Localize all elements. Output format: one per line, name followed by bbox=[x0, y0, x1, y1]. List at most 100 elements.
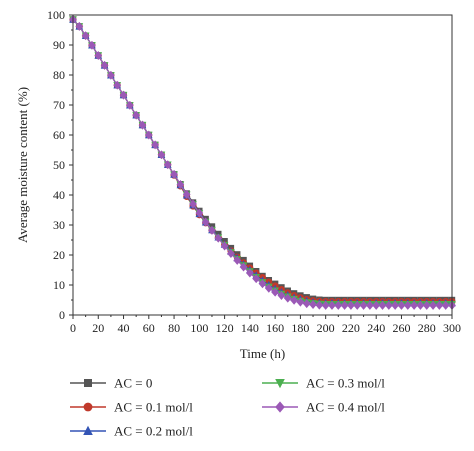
y-tick-label: 20 bbox=[53, 248, 65, 262]
data-point bbox=[296, 297, 305, 307]
data-point bbox=[264, 283, 273, 293]
series-layer bbox=[69, 15, 456, 310]
data-point bbox=[163, 160, 172, 170]
legend-label: AC = 0.1 mol/l bbox=[114, 400, 193, 415]
data-point bbox=[100, 60, 109, 70]
data-point bbox=[88, 40, 96, 50]
series-line bbox=[72, 19, 452, 301]
data-point bbox=[416, 300, 425, 310]
series-2 bbox=[69, 15, 456, 307]
data-point bbox=[397, 300, 406, 310]
x-tick-label: 60 bbox=[143, 321, 155, 335]
data-point bbox=[233, 255, 242, 265]
legend-marker bbox=[83, 402, 93, 412]
x-tick-label: 180 bbox=[291, 321, 309, 335]
x-tick-label: 40 bbox=[118, 321, 130, 335]
data-point bbox=[353, 300, 362, 310]
legend-item: AC = 0.4 mol/l bbox=[262, 400, 385, 415]
legend-marker bbox=[83, 425, 93, 435]
data-point bbox=[347, 300, 355, 310]
data-point bbox=[157, 150, 166, 160]
data-point bbox=[321, 300, 330, 310]
data-point bbox=[309, 300, 317, 309]
series-4 bbox=[69, 15, 456, 310]
data-point bbox=[302, 299, 311, 309]
data-point bbox=[277, 291, 286, 300]
y-tick-label: 40 bbox=[53, 188, 65, 202]
data-point bbox=[132, 110, 141, 120]
series-0 bbox=[69, 16, 456, 304]
series-line bbox=[72, 19, 452, 304]
data-point bbox=[422, 300, 431, 310]
data-point bbox=[201, 217, 210, 227]
legend-label: AC = 0.3 mol/l bbox=[306, 376, 385, 391]
x-tick-label: 160 bbox=[266, 321, 284, 335]
legend-item: AC = 0.2 mol/l bbox=[70, 424, 193, 439]
data-point bbox=[378, 300, 387, 310]
data-point bbox=[220, 241, 229, 251]
data-point bbox=[384, 300, 393, 310]
data-point bbox=[441, 300, 450, 310]
data-point bbox=[258, 279, 267, 289]
data-point bbox=[119, 90, 128, 100]
y-tick-label: 10 bbox=[53, 278, 65, 292]
x-tick-label: 100 bbox=[190, 321, 208, 335]
data-point bbox=[113, 80, 122, 90]
data-point bbox=[290, 295, 298, 305]
data-point bbox=[214, 233, 223, 243]
data-point bbox=[94, 51, 103, 60]
plot-frame bbox=[72, 14, 453, 316]
data-point bbox=[176, 180, 185, 189]
x-tick-label: 240 bbox=[367, 321, 385, 335]
data-point bbox=[170, 169, 178, 179]
x-axis-title: Time (h) bbox=[240, 346, 285, 361]
data-point bbox=[359, 300, 368, 310]
y-tick-label: 30 bbox=[53, 218, 65, 232]
data-point bbox=[340, 300, 349, 310]
data-point bbox=[283, 293, 292, 303]
data-point bbox=[334, 300, 343, 310]
data-point bbox=[372, 300, 381, 310]
data-point bbox=[208, 225, 216, 235]
y-tick-label: 80 bbox=[53, 68, 65, 82]
data-point bbox=[138, 120, 147, 130]
x-tick-label: 120 bbox=[216, 321, 234, 335]
data-point bbox=[151, 140, 159, 150]
data-point bbox=[227, 249, 235, 258]
legend-item: AC = 0 bbox=[70, 376, 152, 391]
y-tick-label: 90 bbox=[53, 38, 65, 52]
data-point bbox=[75, 21, 84, 31]
data-point bbox=[246, 268, 254, 278]
y-tick-label: 60 bbox=[53, 128, 65, 142]
x-tick-label: 220 bbox=[342, 321, 360, 335]
x-tick-label: 260 bbox=[392, 321, 410, 335]
data-point bbox=[429, 300, 437, 310]
x-tick-label: 280 bbox=[418, 321, 436, 335]
series-line bbox=[72, 19, 452, 305]
data-point bbox=[107, 70, 115, 80]
y-tick-label: 0 bbox=[59, 308, 65, 322]
data-point bbox=[403, 300, 412, 310]
data-point bbox=[239, 262, 248, 272]
y-tick-label: 50 bbox=[53, 158, 65, 172]
data-point bbox=[81, 31, 90, 41]
axes-layer: 0 20 40 60 80 100 120 140 160 180 200 220 240 260 280 3… bbox=[47, 8, 461, 335]
legend-label: AC = 0.4 mol/l bbox=[306, 400, 385, 415]
x-tick-label: 140 bbox=[241, 321, 259, 335]
data-point bbox=[271, 287, 279, 297]
legend-marker bbox=[275, 401, 285, 413]
series-line bbox=[72, 19, 452, 306]
data-point bbox=[435, 300, 444, 310]
legend-marker bbox=[275, 379, 285, 389]
x-tick-label: 80 bbox=[168, 321, 180, 335]
data-point bbox=[189, 199, 197, 209]
x-tick-label: 0 bbox=[70, 321, 76, 335]
series-1 bbox=[69, 15, 456, 306]
series-line bbox=[72, 19, 452, 303]
data-point bbox=[182, 189, 191, 199]
legend-marker bbox=[84, 379, 92, 387]
data-point bbox=[328, 300, 336, 310]
legend-label: AC = 0 bbox=[114, 376, 152, 391]
data-point bbox=[252, 274, 261, 284]
